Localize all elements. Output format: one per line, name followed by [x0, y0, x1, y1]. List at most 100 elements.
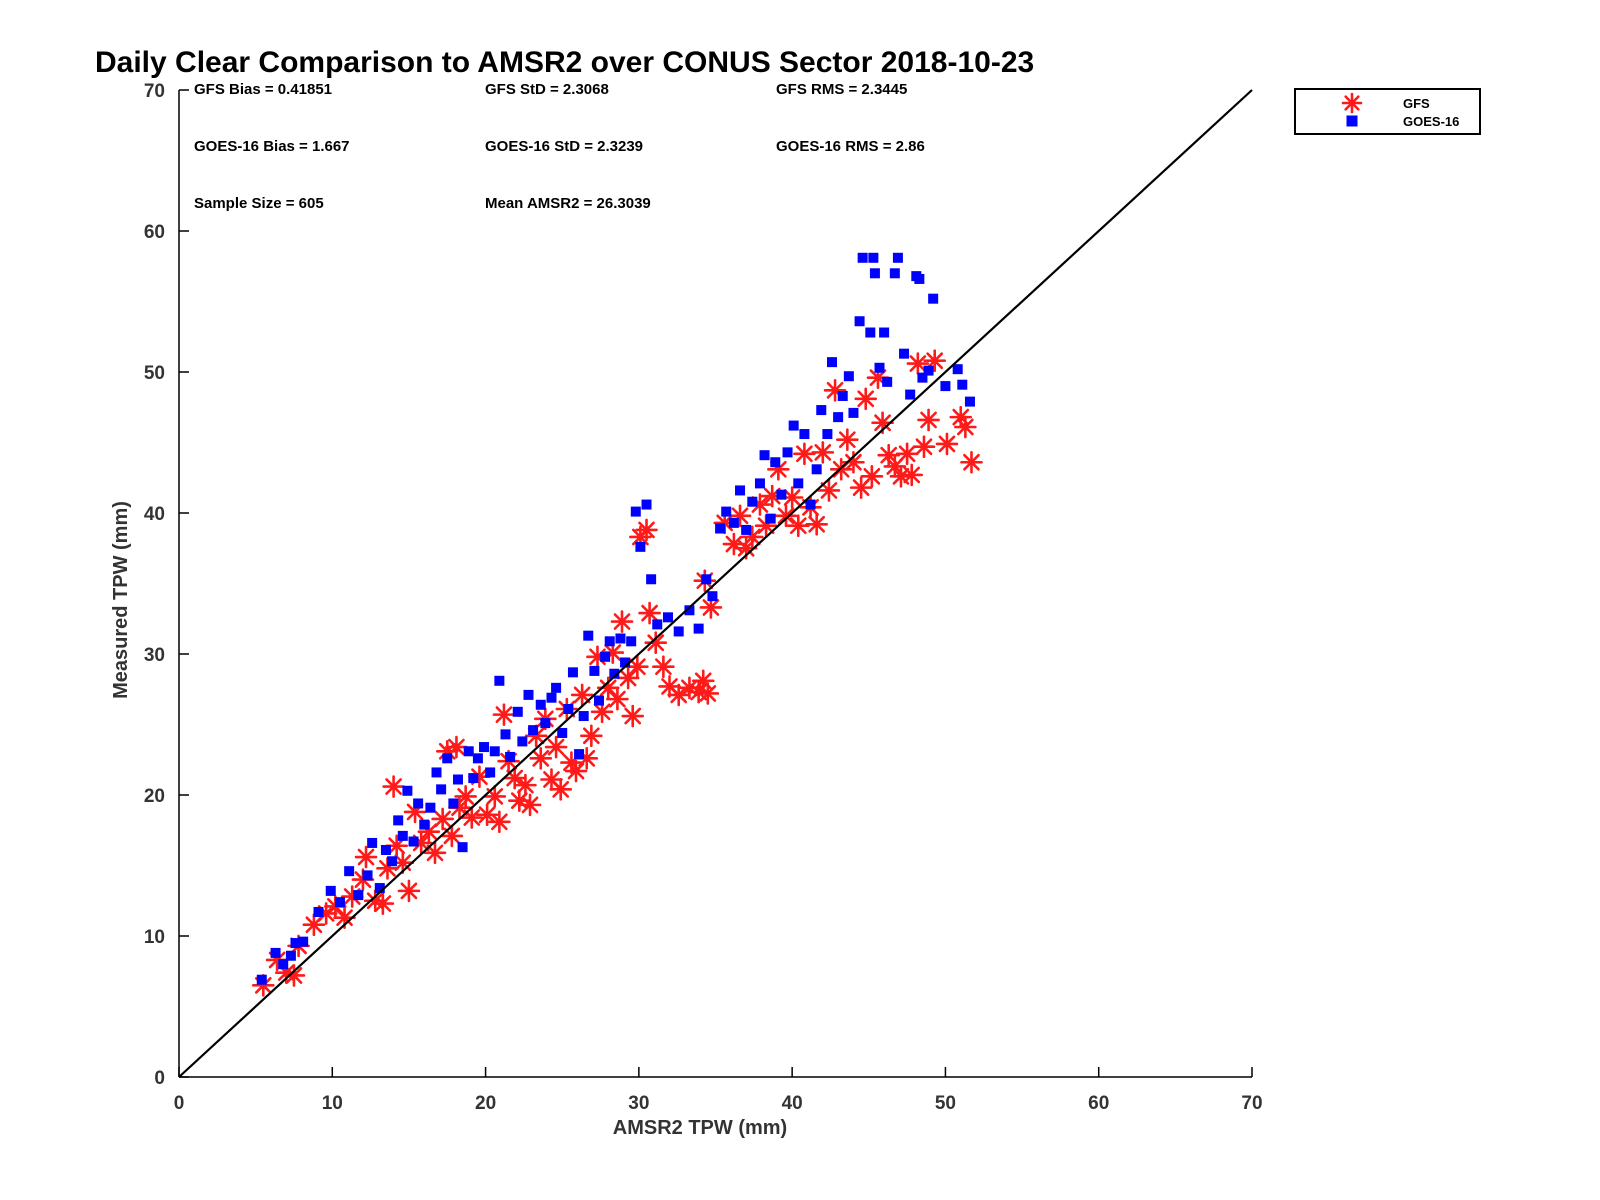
goes16-point	[468, 773, 479, 784]
gfs-point	[529, 747, 553, 770]
goes16-point	[707, 591, 718, 602]
gfs-point	[895, 442, 919, 466]
goes16-point	[523, 689, 534, 700]
goes16-point	[615, 633, 626, 644]
goes16-point	[512, 706, 523, 717]
x-axis-ticks: 0 10 20 30 40 50 60 70	[174, 1067, 1263, 1114]
goes16-point	[567, 667, 578, 678]
gfs-point	[786, 514, 810, 537]
goes16-point	[754, 478, 765, 489]
gfs-point	[518, 793, 542, 817]
goes16-point	[641, 499, 652, 510]
gfs-point	[954, 415, 977, 439]
goes16-point	[879, 327, 890, 338]
goes16-point	[457, 842, 468, 853]
gfs-point	[923, 349, 946, 373]
goes16-point	[770, 457, 781, 468]
goes-std-text: GOES-16 StD = 2.3239	[485, 138, 643, 155]
goes16-point	[448, 798, 459, 809]
gfs-point	[454, 785, 477, 808]
goes16-point	[673, 626, 684, 637]
goes16-point	[578, 711, 589, 722]
legend-gfs-label: GFS	[1403, 96, 1430, 111]
goes16-point	[793, 478, 804, 489]
goes-bias-text: GOES-16 Bias = 1.667	[194, 138, 350, 155]
gfs-marker-glyph	[1341, 92, 1363, 114]
goes16-point	[833, 412, 844, 423]
goes16-point	[652, 619, 663, 630]
goes16-point	[837, 390, 848, 401]
goes16-point	[822, 429, 833, 440]
gfs-point	[460, 806, 484, 829]
goes16-point	[583, 630, 594, 641]
legend-box	[1294, 88, 1481, 135]
gfs-point	[626, 655, 649, 678]
goes16-point	[693, 623, 704, 634]
gfs-point	[860, 465, 884, 488]
goes16-point	[374, 883, 385, 894]
goes16-point	[344, 866, 355, 877]
gfs-point	[793, 442, 816, 466]
goes16-point	[256, 974, 267, 985]
goes16-point	[505, 751, 516, 762]
y-tick-label: 70	[144, 81, 165, 102]
gfs-point	[483, 785, 507, 808]
goes16-point	[452, 774, 463, 785]
goes16-point	[662, 612, 673, 623]
x-tick-label: 20	[475, 1093, 496, 1114]
gfs-point	[849, 476, 873, 499]
x-axis-title: AMSR2 TPW (mm)	[613, 1117, 787, 1139]
goes16-point	[923, 365, 934, 376]
y-tick-label: 20	[144, 786, 165, 807]
mean-amsr2-text: Mean AMSR2 = 26.3039	[485, 195, 651, 212]
goes16-point	[442, 753, 453, 764]
gfs-point	[354, 845, 378, 869]
x-tick-label: 30	[628, 1093, 649, 1114]
goes16-point	[701, 574, 712, 585]
goes16-marker-glyph	[1346, 115, 1358, 127]
goes16-point	[826, 357, 837, 368]
goes16-point	[715, 523, 726, 534]
gfs-point	[900, 463, 924, 487]
gfs-point	[385, 834, 408, 858]
goes16-point	[298, 936, 309, 947]
y-tick-label: 60	[144, 222, 165, 243]
legend-gfs-marker	[1341, 92, 1363, 114]
y-tick-label: 40	[144, 504, 165, 525]
goes16-point	[393, 815, 404, 826]
gfs-point	[445, 735, 468, 759]
goes16-point	[811, 464, 822, 475]
goes16-point	[776, 489, 787, 500]
gfs-point	[811, 441, 835, 464]
goes16-point	[892, 252, 903, 263]
gfs-point	[564, 759, 588, 783]
goes16-point	[589, 665, 600, 676]
goes16-point	[270, 947, 281, 958]
goes16-point	[816, 405, 827, 416]
gfs-point	[580, 724, 603, 748]
legend: GFS GOES-16	[1294, 88, 1481, 135]
gfs-point	[371, 892, 395, 915]
gfs-point	[854, 387, 878, 411]
goes16-point	[387, 856, 398, 867]
goes16-point	[535, 699, 546, 710]
goes16-point	[479, 742, 490, 753]
chart-title: Daily Clear Comparison to AMSR2 over CON…	[95, 46, 1034, 79]
goes16-series	[256, 252, 975, 985]
gfs-point	[570, 683, 594, 707]
goes16-point	[540, 718, 551, 729]
legend-goes16-label: GOES-16	[1403, 114, 1459, 129]
goes16-point	[528, 725, 539, 736]
goes16-point	[600, 651, 611, 662]
goes16-point	[425, 802, 436, 813]
goes16-point	[857, 252, 868, 263]
goes16-point	[397, 830, 408, 841]
gfs-point	[635, 518, 658, 542]
legend-goes16-marker	[1346, 115, 1358, 127]
gfs-bias-text: GFS Bias = 0.41851	[194, 81, 332, 98]
goes16-point	[431, 767, 442, 778]
gfs-point	[475, 803, 499, 827]
goes16-point	[489, 746, 500, 757]
goes16-point	[874, 362, 885, 373]
plot-area: 0 10 20 30 40 50 60 70 0 10 20 30 40 50 60 70	[144, 81, 1263, 1114]
